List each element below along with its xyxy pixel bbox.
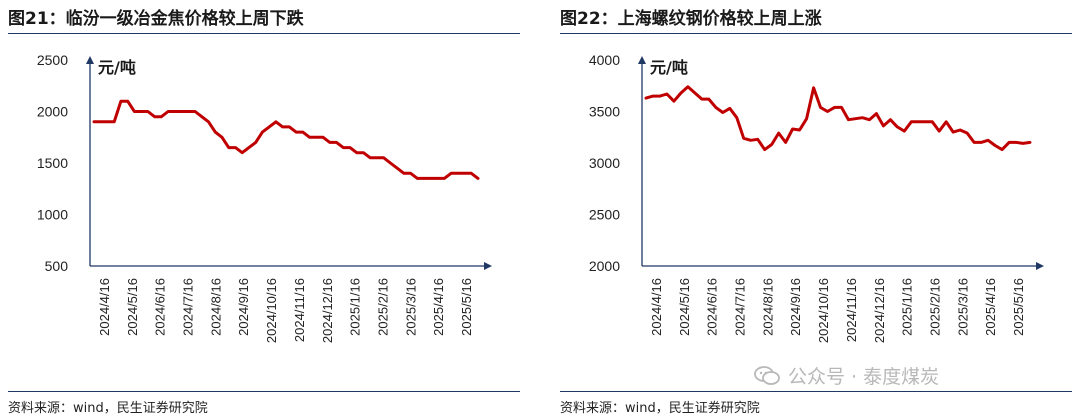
y-tick-label: 2500 <box>37 52 68 68</box>
x-tick-label: 2024/12/16 <box>872 278 887 343</box>
y-tick-label: 3500 <box>589 104 620 120</box>
title-divider <box>8 33 520 34</box>
series-line <box>644 85 1032 152</box>
series-line <box>92 99 480 180</box>
x-tick-label: 2025/2/16 <box>928 278 943 336</box>
y-tick-label: 4000 <box>589 52 620 68</box>
title-divider <box>560 33 1072 34</box>
y-tick-label: 1500 <box>37 155 68 171</box>
line-chart-rebar-price: 元/吨 2000 2500 3000 3500 4000 2024/4/16 2024/5/1… <box>589 52 1044 343</box>
x-tick-label: 2024/9/16 <box>236 278 251 336</box>
y-tick-label: 1000 <box>37 207 68 223</box>
x-tick-label: 2024/9/16 <box>788 278 803 336</box>
y-tick-label: 2000 <box>589 258 620 274</box>
x-tick-label: 2024/4/16 <box>97 278 112 336</box>
footer-divider <box>560 391 1072 392</box>
y-axis-unit-label: 元/吨 <box>98 58 136 77</box>
source-note: 资料来源：wind，民生证券研究院 <box>8 401 208 416</box>
chart-title: 图21：临汾一级冶金焦价格较上周下跌 <box>8 9 304 29</box>
footer-divider <box>8 391 520 392</box>
chart-title: 图22：上海螺纹钢价格较上周上涨 <box>560 9 822 29</box>
y-tick-label: 2000 <box>37 104 68 120</box>
x-tick-label: 2024/4/16 <box>649 278 664 336</box>
x-tick-label: 2025/2/16 <box>376 278 391 336</box>
x-tick-label: 2024/6/16 <box>705 278 720 336</box>
chart-panel-right: 图22：上海螺纹钢价格较上周上涨 元/吨 2000 2500 3000 3500 4000… <box>560 0 1080 420</box>
x-tick-label: 2025/3/16 <box>403 278 418 336</box>
y-tick-label: 500 <box>45 258 69 274</box>
x-axis-arrow <box>484 262 492 270</box>
watermark: 公众号 · 泰度煤炭 <box>754 362 939 389</box>
wechat-icon <box>754 366 780 386</box>
x-axis-arrow <box>1036 262 1044 270</box>
x-tick-label: 2024/7/16 <box>181 278 196 336</box>
x-tick-label: 2025/4/16 <box>431 278 446 336</box>
line-chart-coke-price: 元/吨 500 1000 1500 2000 2500 2024/4/16 2024/5/16… <box>37 52 492 343</box>
x-tick-label: 2025/4/16 <box>983 278 998 336</box>
x-tick-label: 2024/11/16 <box>292 278 307 342</box>
x-tick-label: 2024/12/16 <box>320 278 335 343</box>
y-tick-label: 2500 <box>589 207 620 223</box>
x-tick-label: 2024/10/16 <box>816 278 831 343</box>
x-tick-label: 2024/10/16 <box>264 278 279 343</box>
x-tick-label: 2024/8/16 <box>208 278 223 336</box>
x-tick-label: 2025/5/16 <box>1011 278 1026 336</box>
x-tick-label: 2025/3/16 <box>955 278 970 336</box>
x-tick-label: 2025/5/16 <box>459 278 474 336</box>
x-tick-label: 2024/8/16 <box>760 278 775 336</box>
x-tick-label: 2025/1/16 <box>900 278 915 336</box>
x-tick-label: 2025/1/16 <box>348 278 363 336</box>
x-tick-label: 2024/11/16 <box>844 278 859 342</box>
x-tick-label: 2024/7/16 <box>733 278 748 336</box>
watermark-text: 公众号 · 泰度煤炭 <box>788 366 940 388</box>
y-axis-arrow <box>638 56 646 64</box>
y-axis-unit-label: 元/吨 <box>650 58 688 77</box>
source-note: 资料来源：wind，民生证券研究院 <box>560 401 760 416</box>
x-tick-label: 2024/5/16 <box>677 278 692 336</box>
y-axis-arrow <box>86 56 94 64</box>
chart-panel-left: 图21：临汾一级冶金焦价格较上周下跌 元/吨 500 1000 1500 2000 250… <box>8 0 528 420</box>
x-tick-label: 2024/6/16 <box>153 278 168 336</box>
y-tick-label: 3000 <box>589 155 620 171</box>
x-tick-label: 2024/5/16 <box>125 278 140 336</box>
